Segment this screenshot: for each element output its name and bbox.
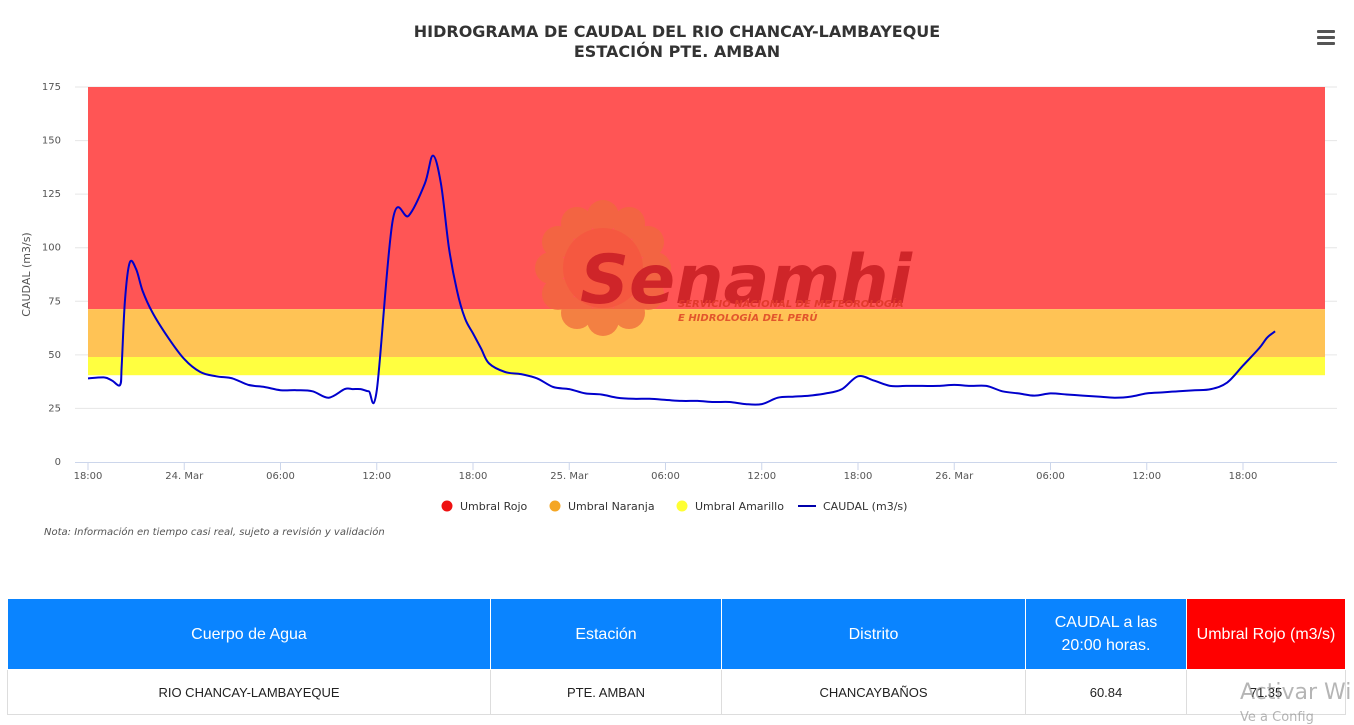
x-tick-label: 06:00 — [651, 471, 680, 482]
y-tick-label: 75 — [48, 296, 61, 307]
legend-label-umbral-rojo: Umbral Rojo — [460, 500, 528, 513]
x-tick-label: 06:00 — [1036, 471, 1065, 482]
y-tick-label: 125 — [42, 189, 61, 200]
header-cuerpo-de-agua: Cuerpo de Agua — [7, 598, 491, 670]
cell-cuerpo-de-agua: RIO CHANCAY-LAMBAYEQUE — [7, 669, 491, 715]
chart-subtitle: ESTACIÓN PTE. AMBAN — [573, 42, 781, 61]
os-activation-watermark: Activar Wi — [1240, 680, 1352, 705]
x-tick-label: 12:00 — [1132, 471, 1161, 482]
header-distrito: Distrito — [721, 598, 1026, 670]
cell-estacion: PTE. AMBAN — [490, 669, 722, 715]
os-activation-watermark-sub: Ve a Config — [1240, 710, 1314, 725]
cell-caudal: 60.84 — [1025, 669, 1187, 715]
x-tick-label: 24. Mar — [165, 471, 204, 482]
station-table: Cuerpo de Agua Estación Distrito CAUDAL … — [7, 598, 1346, 715]
y-axis-title: CAUDAL (m3/s) — [20, 232, 33, 316]
x-tick-label: 18:00 — [844, 471, 873, 482]
x-tick-label: 18:00 — [459, 471, 488, 482]
header-umbral-rojo: Umbral Rojo (m3/s) — [1186, 598, 1346, 670]
y-tick-label: 50 — [48, 350, 61, 361]
x-tick-label: 12:00 — [362, 471, 391, 482]
chart-title-line1: HIDROGRAMA DE CAUDAL DEL RIO CHANCAY-LAM… — [413, 22, 941, 41]
table-header-row: Cuerpo de Agua Estación Distrito CAUDAL … — [7, 598, 1346, 670]
chart-title: HIDROGRAMA DE CAUDAL DEL RIO CHANCAY-LAM… — [0, 22, 1354, 62]
x-tick-label: 18:00 — [74, 471, 103, 482]
legend-marker-umbral-naranja — [549, 500, 561, 512]
y-tick-label: 175 — [42, 82, 61, 93]
band-umbral-naranja — [88, 309, 1325, 357]
band-umbral-rojo — [88, 87, 1325, 310]
chart-container: Senamhi SERVICIO NACIONAL DE METEOROLOGÍA… — [0, 22, 1354, 538]
x-tick-label: 18:00 — [1229, 471, 1258, 482]
series-line-caudal — [87, 154, 1276, 406]
watermark-logo-sub-2: E HIDROLOGÍA DEL PERÚ — [678, 311, 818, 324]
legend-marker-umbral-rojo — [441, 500, 453, 512]
legend-marker-umbral-amarillo — [676, 500, 688, 512]
header-caudal: CAUDAL a las 20:00 horas. — [1025, 598, 1187, 670]
header-caudal-line1: CAUDAL a las — [1054, 614, 1158, 631]
y-tick-label: 100 — [42, 243, 61, 254]
x-tick-label: 26. Mar — [935, 471, 974, 482]
header-caudal-line2: 20:00 horas. — [1061, 637, 1151, 654]
watermark-logo-sub-1: SERVICIO NACIONAL DE METEOROLOGÍA — [678, 297, 904, 310]
hamburger-menu-icon[interactable] — [1317, 30, 1335, 46]
x-tick-label: 12:00 — [747, 471, 776, 482]
x-tick-label: 25. Mar — [550, 471, 589, 482]
legend-label-umbral-amarillo: Umbral Amarillo — [695, 500, 784, 513]
cell-umbral-rojo: 71.35 — [1186, 669, 1346, 715]
band-umbral-amarillo — [88, 357, 1325, 376]
y-tick-label: 0 — [55, 457, 61, 468]
cell-distrito: CHANCAYBAÑOS — [721, 669, 1026, 715]
legend-label-caudal-m3-s: CAUDAL (m3/s) — [823, 500, 907, 513]
table-row: RIO CHANCAY-LAMBAYEQUE PTE. AMBAN CHANCA… — [7, 669, 1346, 715]
y-tick-label: 25 — [48, 403, 61, 414]
x-tick-label: 06:00 — [266, 471, 295, 482]
chart-note: Nota: Información en tiempo casi real, s… — [44, 527, 385, 538]
watermark-logo-text: Senamhi — [580, 241, 914, 320]
legend-label-umbral-naranja: Umbral Naranja — [568, 500, 655, 513]
y-tick-label: 150 — [42, 136, 61, 147]
header-estacion: Estación — [490, 598, 722, 670]
